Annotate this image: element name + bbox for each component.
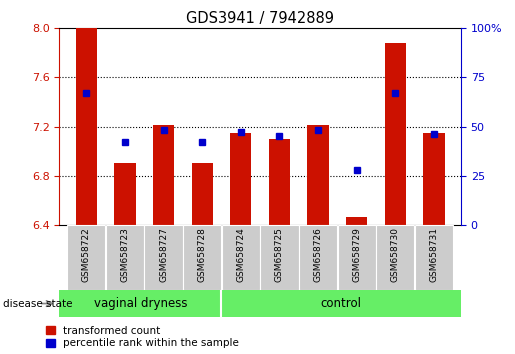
FancyBboxPatch shape: [337, 225, 376, 290]
Text: GSM658730: GSM658730: [391, 227, 400, 282]
Text: GSM658731: GSM658731: [430, 227, 438, 282]
FancyBboxPatch shape: [183, 225, 221, 290]
Bar: [76, 28, 97, 225]
FancyBboxPatch shape: [106, 225, 144, 290]
Text: GSM658728: GSM658728: [198, 227, 207, 282]
FancyBboxPatch shape: [221, 225, 260, 290]
Bar: [114, 164, 135, 225]
FancyBboxPatch shape: [221, 290, 461, 317]
Text: GSM658723: GSM658723: [121, 227, 129, 282]
Bar: [423, 133, 444, 225]
FancyBboxPatch shape: [260, 225, 299, 290]
Text: GSM658729: GSM658729: [352, 227, 361, 282]
Text: disease state: disease state: [3, 298, 72, 309]
Title: GDS3941 / 7942889: GDS3941 / 7942889: [186, 11, 334, 26]
FancyBboxPatch shape: [144, 225, 183, 290]
FancyBboxPatch shape: [67, 225, 106, 290]
Text: GSM658724: GSM658724: [236, 227, 245, 281]
Text: control: control: [321, 297, 362, 310]
FancyBboxPatch shape: [59, 290, 221, 317]
Legend: transformed count, percentile rank within the sample: transformed count, percentile rank withi…: [46, 326, 239, 348]
Bar: [269, 139, 290, 225]
Bar: [153, 125, 174, 225]
Bar: [192, 164, 213, 225]
Text: GSM658727: GSM658727: [159, 227, 168, 282]
FancyBboxPatch shape: [415, 225, 453, 290]
FancyBboxPatch shape: [376, 225, 415, 290]
Bar: [307, 125, 329, 225]
Bar: [346, 217, 367, 225]
Bar: [230, 133, 251, 225]
Bar: [385, 43, 406, 225]
FancyBboxPatch shape: [299, 225, 337, 290]
Text: GSM658725: GSM658725: [275, 227, 284, 282]
Text: GSM658726: GSM658726: [314, 227, 322, 282]
Text: GSM658722: GSM658722: [82, 227, 91, 281]
Text: vaginal dryness: vaginal dryness: [94, 297, 187, 310]
